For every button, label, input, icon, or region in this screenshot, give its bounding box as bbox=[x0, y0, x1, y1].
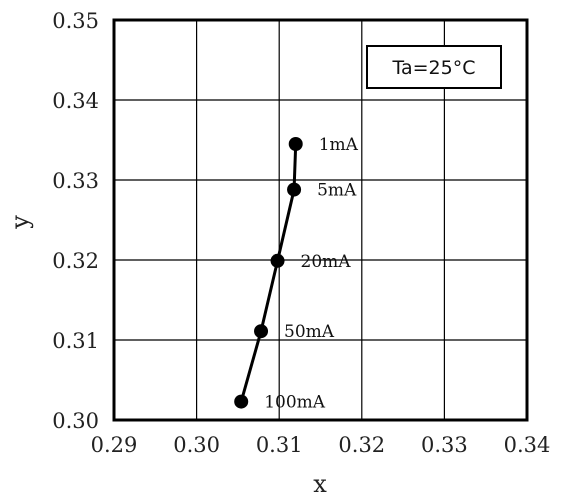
y-axis-title: y bbox=[6, 215, 34, 230]
data-point bbox=[270, 253, 285, 268]
data-point-label: 5mA bbox=[317, 181, 357, 201]
plot-frame bbox=[112, 18, 529, 422]
x-tick-label: 0.32 bbox=[338, 433, 385, 457]
data-point-label: 100mA bbox=[264, 393, 326, 413]
x-axis-ticks: 0.29 0.30 0.31 0.32 0.33 0.34 bbox=[91, 433, 551, 457]
data-point-label: 1mA bbox=[319, 135, 359, 155]
y-tick-label: 0.30 bbox=[52, 409, 99, 433]
series: 1mA 5mA 20mA 50mA 100mA bbox=[234, 135, 359, 413]
data-point bbox=[288, 137, 303, 151]
x-tick-label: 0.31 bbox=[256, 433, 303, 457]
data-point bbox=[234, 394, 249, 409]
y-tick-label: 0.33 bbox=[52, 169, 99, 193]
x-tick-label: 0.29 bbox=[91, 433, 138, 457]
annotation-box: Ta=25°C bbox=[366, 45, 502, 89]
data-point-label: 20mA bbox=[301, 252, 352, 272]
x-tick-label: 0.30 bbox=[173, 433, 220, 457]
y-tick-label: 0.34 bbox=[52, 89, 99, 113]
data-point-label: 50mA bbox=[284, 322, 335, 342]
x-axis-title: x bbox=[313, 470, 327, 496]
x-tick-label: 0.34 bbox=[504, 433, 551, 457]
data-point bbox=[254, 324, 269, 339]
x-tick-label: 0.33 bbox=[421, 433, 468, 457]
y-tick-label: 0.35 bbox=[52, 9, 99, 33]
annotation-text: Ta=25°C bbox=[392, 57, 476, 79]
series-line bbox=[239, 143, 298, 403]
data-point bbox=[287, 182, 302, 197]
y-tick-label: 0.31 bbox=[52, 329, 99, 353]
y-tick-label: 0.32 bbox=[52, 249, 99, 273]
y-axis-ticks: 0.30 0.31 0.32 0.33 0.34 0.35 bbox=[52, 9, 99, 433]
